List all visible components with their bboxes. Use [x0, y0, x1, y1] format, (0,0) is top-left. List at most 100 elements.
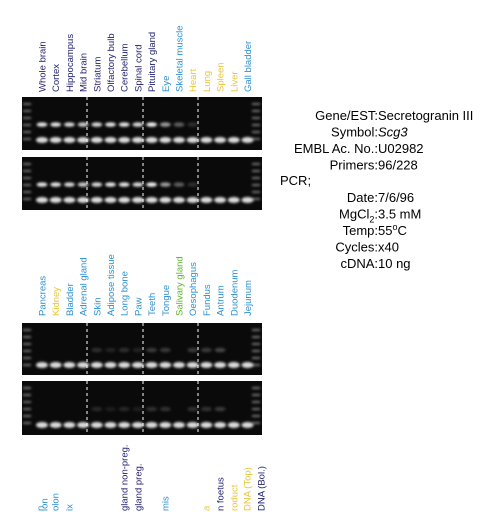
lane-label: Eye — [161, 76, 172, 92]
primer-band — [227, 362, 240, 368]
primer-band — [145, 422, 158, 428]
primer-band — [77, 137, 90, 143]
lane-label: Jejunum — [243, 280, 254, 316]
primer-band — [227, 422, 240, 428]
primer-band — [227, 137, 240, 143]
info-value: 7/6/96 — [378, 190, 414, 205]
value-text: Secretogranin III — [378, 108, 473, 123]
info-value: x40 — [378, 240, 399, 255]
info-value: Secretogranin III — [378, 108, 473, 123]
info-label: MgCl2: — [339, 207, 378, 225]
label-text: Date: — [347, 190, 378, 205]
primer-band — [186, 197, 199, 203]
info-label: Symbol: — [331, 125, 378, 140]
info-value: 10 ng — [378, 256, 411, 271]
lane-label: Gall bladder — [243, 41, 254, 92]
lane-label: Hippocampus — [65, 34, 76, 92]
value-sup: o — [392, 222, 397, 232]
ladder-band — [23, 198, 31, 200]
primer-band — [186, 362, 199, 368]
ladder-band — [252, 110, 260, 112]
pcr-band — [159, 122, 171, 127]
pcr-band — [63, 122, 75, 127]
primer-band — [77, 362, 90, 368]
primer-band — [63, 137, 76, 143]
ladder-band — [252, 163, 260, 165]
label-text: cDNA: — [340, 256, 378, 271]
primer-band — [200, 362, 213, 368]
value-text: x40 — [378, 240, 399, 255]
lane-label: Cerebellum — [120, 43, 131, 92]
value-text: 96/228 — [378, 158, 418, 173]
pcr-band — [118, 347, 130, 353]
info-label: cDNA: — [340, 256, 378, 271]
lane-label: Whole brain — [38, 41, 49, 92]
ladder-band — [252, 408, 260, 410]
primer-band — [63, 422, 76, 428]
pcr-band — [118, 182, 130, 187]
primer-band — [173, 362, 185, 368]
primer-band — [241, 362, 254, 368]
lane-label: Heart — [188, 68, 199, 92]
value-text: 7/6/96 — [378, 190, 414, 205]
lane-label: Spleen — [216, 62, 227, 92]
ladder-band — [252, 131, 260, 133]
pcr-band — [105, 182, 116, 187]
primer-band — [90, 137, 103, 143]
lane-label: Paw — [133, 297, 144, 316]
primer-band — [145, 362, 158, 368]
lane-label: a — [202, 505, 213, 511]
pcr-band — [91, 406, 103, 412]
ladder-band — [23, 336, 31, 338]
lane-label: Duodenum — [229, 269, 240, 316]
ladder-band — [23, 357, 31, 359]
lane-label: Lung — [202, 71, 213, 92]
ladder-band — [252, 124, 260, 126]
lane-label: Tongue — [161, 285, 172, 316]
label-text: Primers: — [330, 158, 378, 173]
label-text: Cycles: — [335, 240, 378, 255]
ladder-band — [23, 191, 31, 193]
ladder-band — [23, 350, 31, 352]
info-label: Gene/EST: — [315, 108, 378, 123]
lane-label: mis — [161, 496, 172, 511]
pcr-band — [77, 122, 89, 127]
primer-band — [214, 362, 227, 368]
ladder-band — [23, 138, 31, 140]
ladder-band — [252, 394, 260, 396]
ladder-band — [23, 163, 31, 165]
info-label: EMBL Ac. No.: — [294, 141, 378, 156]
pcr-band — [50, 182, 62, 187]
primer-band — [49, 422, 62, 428]
ladder-band — [252, 170, 260, 172]
primer-band — [118, 422, 131, 428]
info-label: Date: — [347, 190, 378, 205]
primer-band — [241, 137, 254, 143]
ladder-band — [252, 177, 260, 179]
pcr-label: PCR; — [280, 173, 311, 188]
primer-band — [159, 137, 172, 143]
pcr-band — [91, 122, 103, 127]
primer-band — [186, 422, 199, 428]
ladder-band — [23, 124, 31, 126]
ladder-band — [252, 343, 260, 345]
lane-label: gland non-preg. — [120, 444, 131, 511]
pcr-band — [132, 182, 144, 187]
ladder-band — [252, 329, 260, 331]
pcr-band — [146, 122, 158, 127]
primer-band — [36, 422, 48, 428]
ladder-band — [23, 117, 31, 119]
pcr-band — [36, 182, 48, 187]
lane-label: roduct — [230, 484, 241, 511]
pcr-band — [214, 347, 226, 353]
primer-band — [118, 137, 131, 143]
lane-label: gland preg. — [134, 463, 145, 511]
lane-label: olon — [51, 493, 62, 511]
primer-band — [173, 422, 185, 428]
ladder-band — [23, 387, 31, 389]
ladder-band — [23, 177, 31, 179]
info-value: 55oC — [378, 222, 407, 238]
pcr-band — [132, 347, 144, 353]
lane-label: Salivary gland — [175, 256, 186, 316]
